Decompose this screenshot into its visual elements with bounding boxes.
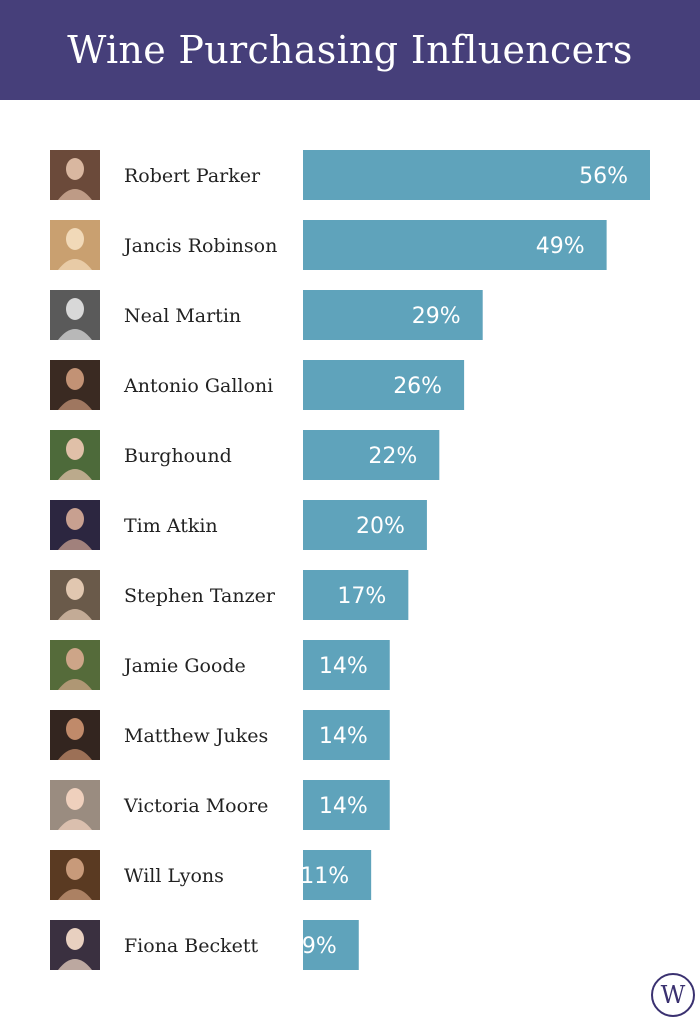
avatar-photo bbox=[50, 710, 100, 760]
avatar-photo bbox=[50, 360, 100, 410]
bar-value-label: 17% bbox=[337, 584, 386, 609]
bar bbox=[303, 360, 465, 410]
avatar-photo bbox=[50, 500, 100, 550]
avatar-head bbox=[66, 508, 84, 530]
influencer-name: Tim Atkin bbox=[124, 515, 218, 537]
bar-value-label: 14% bbox=[319, 654, 368, 679]
bar bbox=[303, 780, 390, 830]
avatar-photo bbox=[50, 220, 100, 270]
bar-value-label: 14% bbox=[319, 794, 368, 819]
title-banner: Wine Purchasing Influencers bbox=[0, 0, 700, 100]
bar-value-label: 56% bbox=[579, 164, 628, 189]
bar-value-label: 20% bbox=[356, 514, 405, 539]
avatar-photo bbox=[50, 430, 100, 480]
avatar-photo bbox=[50, 150, 100, 200]
bar bbox=[303, 150, 650, 200]
avatar-body bbox=[58, 889, 92, 900]
bar-chart: Robert Parker 56% Jancis Robinson 49% Neal M… bbox=[50, 150, 650, 970]
bar bbox=[303, 570, 409, 620]
influencer-name: Burghound bbox=[124, 445, 232, 467]
avatar-head bbox=[66, 578, 84, 600]
bar-value-label: 11% bbox=[300, 864, 349, 889]
logo-ring bbox=[651, 973, 695, 1017]
page-title: Wine Purchasing Influencers bbox=[67, 28, 633, 72]
logo-letter: W bbox=[661, 981, 686, 1009]
influencer-name: Neal Martin bbox=[124, 305, 241, 327]
influencer-name: Fiona Beckett bbox=[124, 935, 259, 957]
bar-value-label: 26% bbox=[393, 374, 442, 399]
bar bbox=[303, 220, 607, 270]
bar bbox=[303, 430, 440, 480]
influencer-name: Jancis Robinson bbox=[122, 235, 277, 257]
bar-value-label: 49% bbox=[536, 234, 585, 259]
avatar-photo bbox=[50, 780, 100, 830]
avatar-head bbox=[66, 928, 84, 950]
avatar-body bbox=[58, 399, 92, 410]
avatar-body bbox=[58, 259, 92, 270]
brand-logo-icon: W bbox=[651, 973, 695, 1017]
avatar-photo bbox=[50, 920, 100, 970]
avatar-head bbox=[66, 298, 84, 320]
avatar-body bbox=[58, 819, 92, 830]
bar bbox=[303, 920, 359, 970]
influencer-name: Antonio Galloni bbox=[123, 375, 273, 397]
bar bbox=[303, 640, 390, 690]
influencer-name: Will Lyons bbox=[124, 865, 224, 887]
avatar-head bbox=[66, 718, 84, 740]
avatar-body bbox=[58, 329, 92, 340]
bar-value-label: 14% bbox=[319, 724, 368, 749]
avatar-body bbox=[58, 609, 92, 620]
avatar-head bbox=[66, 648, 84, 670]
bar bbox=[303, 710, 390, 760]
influencer-name: Stephen Tanzer bbox=[124, 585, 276, 607]
avatar-photo bbox=[50, 290, 100, 340]
influencer-name: Jamie Goode bbox=[122, 655, 246, 677]
avatar-photo bbox=[50, 640, 100, 690]
avatar-head bbox=[66, 788, 84, 810]
avatar-head bbox=[66, 368, 84, 390]
avatar-body bbox=[58, 539, 92, 550]
avatar-head bbox=[66, 438, 84, 460]
avatar-head bbox=[66, 858, 84, 880]
influencer-name: Victoria Moore bbox=[123, 795, 268, 817]
avatar-head bbox=[66, 228, 84, 250]
bar-value-label: 22% bbox=[368, 444, 417, 469]
bar bbox=[303, 290, 483, 340]
bar-value-label: 9% bbox=[302, 934, 337, 959]
avatar-body bbox=[58, 679, 92, 690]
influencer-name: Robert Parker bbox=[124, 165, 261, 187]
bar-value-label: 29% bbox=[412, 304, 461, 329]
influencer-name: Matthew Jukes bbox=[124, 725, 268, 747]
avatar-photo bbox=[50, 850, 100, 900]
avatar-body bbox=[58, 189, 92, 200]
avatar-body bbox=[58, 749, 92, 760]
avatar-photo bbox=[50, 570, 100, 620]
avatar-body bbox=[58, 959, 92, 970]
bar bbox=[303, 500, 427, 550]
avatar-head bbox=[66, 158, 84, 180]
bar bbox=[303, 850, 372, 900]
avatar-body bbox=[58, 469, 92, 480]
